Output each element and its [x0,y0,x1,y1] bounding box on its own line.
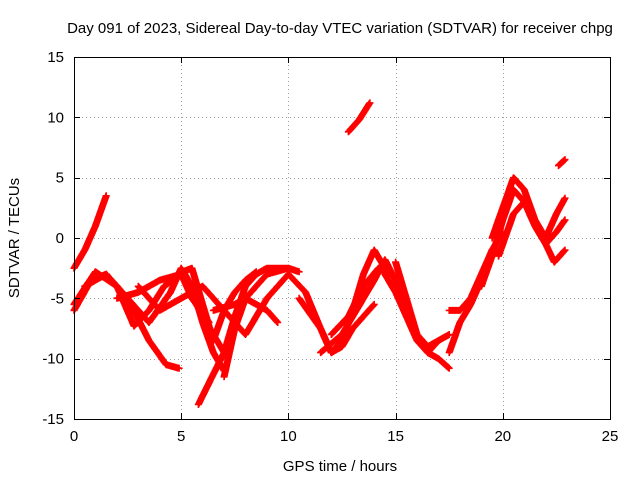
chart-title: Day 091 of 2023, Sidereal Day-to-day VTE… [67,20,613,37]
series-trace-14 [327,264,395,338]
data-point-markers [173,264,260,345]
series-trace-23 [495,198,569,266]
data-point-markers [327,264,395,338]
y-tick-label: 0 [56,230,64,247]
series-trace-7 [173,264,260,345]
plot-area [70,99,569,408]
y-tick-label: -15 [42,411,64,428]
data-point-markers [344,99,374,136]
x-axis-label: GPS time / hours [283,458,397,475]
series-trace-18 [392,276,453,351]
data-point-markers [317,256,400,357]
grid [74,57,610,419]
x-tick-label: 5 [177,428,185,445]
x-tick-label: 25 [602,428,619,445]
y-tick-label: 5 [56,170,64,187]
axes: 0 5 10 15 20 25 -15 -10 -5 0 5 10 15 [42,49,618,445]
data-point-markers [495,198,569,266]
data-point-markers [209,294,282,326]
y-tick-label: -10 [42,351,64,368]
series-trace-8 [194,264,292,408]
series-trace-1 [70,192,110,272]
x-tick-label: 20 [494,428,511,445]
series-trace-24 [555,156,569,170]
y-tick-label: 10 [47,109,64,126]
y-tick-label: 15 [47,49,64,66]
series-trace-13 [317,256,400,357]
data-point-markers [392,276,453,351]
data-point-markers [70,192,110,272]
series-trace-15 [344,99,374,136]
series-trace-16 [381,270,453,372]
data-point-markers [381,270,453,372]
x-tick-label: 10 [280,428,297,445]
y-tick-label: -5 [51,290,64,307]
y-axis-label: SDTVAR / TECUs [6,178,23,298]
x-tick-label: 0 [70,428,78,445]
data-point-markers [194,264,292,408]
series-trace-10 [209,294,282,326]
x-tick-label: 15 [387,428,404,445]
data-point-markers [555,156,569,170]
